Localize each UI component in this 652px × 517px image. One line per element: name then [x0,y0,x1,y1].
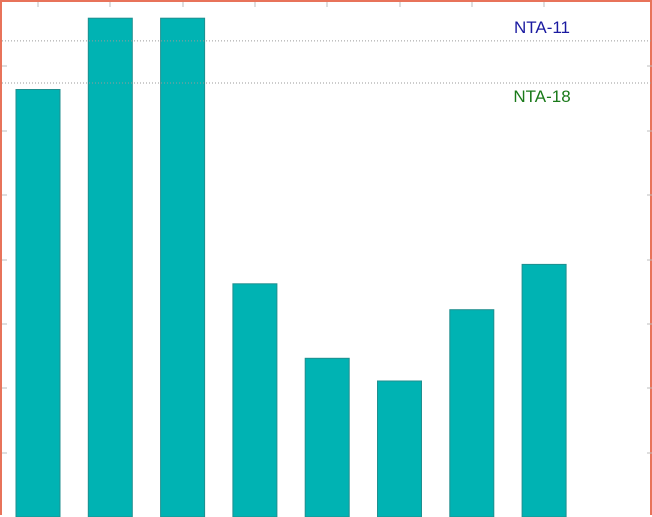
reference-line-label: NTA-18 [513,87,570,106]
bar [450,310,494,517]
bar [233,284,277,517]
bar [88,18,132,517]
bars [16,18,566,517]
reference-line-label: NTA-11 [514,18,570,37]
bar [16,90,60,517]
bar [305,358,349,517]
bar [161,18,205,517]
bar [378,381,422,517]
bar [522,264,566,517]
